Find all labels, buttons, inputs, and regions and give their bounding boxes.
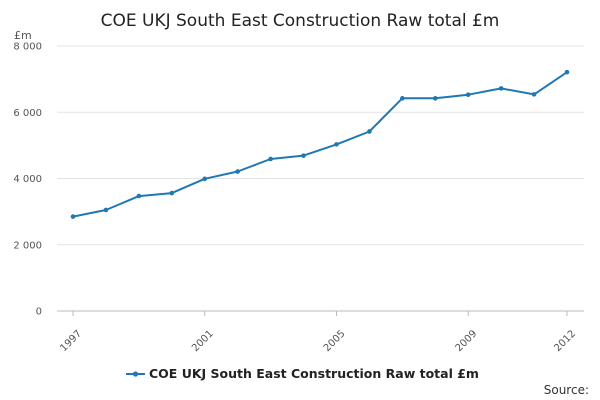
x-axis-ticks: 1997 2001 2005 2009 2012 (58, 311, 578, 354)
y-tick-label: 8 000 (13, 42, 42, 53)
x-tick-label: 2001 (190, 328, 216, 354)
data-point-2010[interactable] (498, 86, 504, 91)
legend[interactable]: COE UKJ South East Construction Raw tota… (126, 366, 479, 381)
legend-point-marker (132, 371, 139, 377)
x-tick-label: 1997 (58, 328, 84, 354)
series-line (72, 71, 568, 218)
y-axis-ticks: 0 2 000 4 000 6 000 8 000 (13, 42, 42, 318)
data-point-2012[interactable] (564, 69, 570, 75)
x-tick-label: 2005 (322, 328, 348, 354)
data-point-2004[interactable] (301, 153, 306, 158)
data-point-2009[interactable] (465, 92, 471, 97)
data-point-2000[interactable] (169, 190, 175, 196)
y-tick-label: 6 000 (13, 108, 42, 119)
data-point-2007[interactable] (400, 96, 405, 101)
y-tick-label: 0 (36, 307, 42, 318)
data-point-1997[interactable] (70, 214, 76, 219)
data-point-1998[interactable] (103, 207, 109, 213)
data-point-2008[interactable] (432, 96, 438, 101)
data-point-1999[interactable] (136, 193, 142, 199)
x-tick-label: 2009 (454, 328, 480, 354)
y-tick-label: 2 000 (13, 240, 42, 251)
x-tick-label: 2012 (552, 328, 578, 354)
legend-label: COE UKJ South East Construction Raw tota… (149, 366, 479, 381)
data-point-2001[interactable] (202, 176, 208, 182)
data-point-2011[interactable] (531, 92, 537, 97)
series-group (70, 69, 570, 219)
source-label: Source: (544, 383, 589, 397)
data-point-2002[interactable] (235, 169, 240, 174)
y-tick-label: 4 000 (13, 174, 42, 185)
chart-title: COE UKJ South East Construction Raw tota… (101, 11, 500, 31)
y-axis-label: £m (14, 29, 32, 42)
gridlines (57, 45, 584, 312)
data-point-2006[interactable] (367, 129, 372, 134)
data-point-2003[interactable] (268, 156, 273, 162)
data-point-2005[interactable] (334, 142, 339, 147)
